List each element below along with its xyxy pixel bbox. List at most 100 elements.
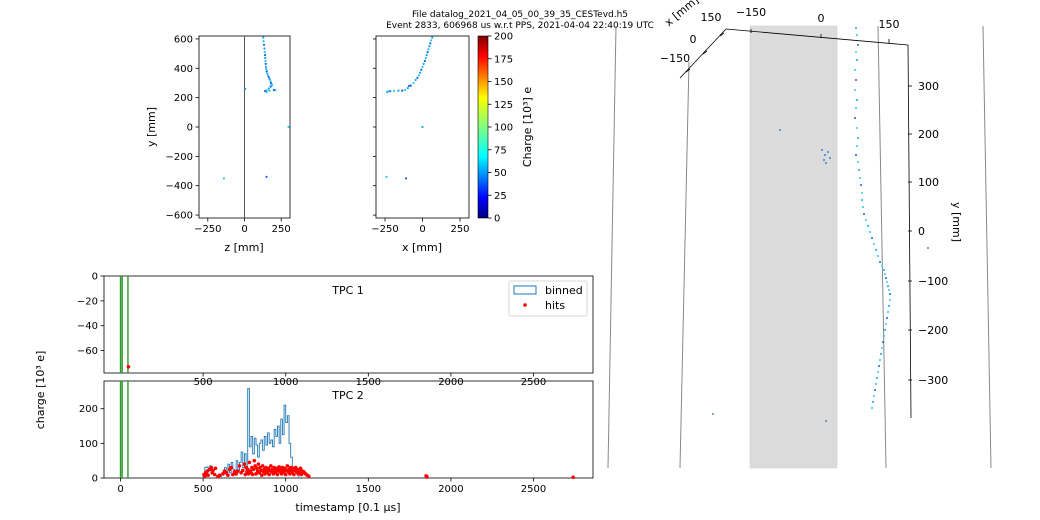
hit-point (422, 62, 425, 65)
hit-marker (260, 464, 265, 468)
hit-marker (209, 465, 214, 470)
hit-point (265, 175, 268, 179)
hit-marker (254, 472, 258, 476)
hit-point (265, 67, 268, 71)
colorbar-tick-label: 200 (494, 32, 513, 43)
3d-track-point (874, 389, 876, 391)
tpc2-xlabel: timestamp [0.1 μs] (295, 501, 400, 514)
y-tick-label: 200 (174, 93, 193, 104)
hit-marker (234, 472, 238, 476)
3d-stray-point (927, 247, 929, 249)
3d-track-point (855, 51, 857, 53)
hit-marker (236, 469, 240, 473)
hit-marker (275, 472, 280, 477)
legend: binned hits (508, 280, 588, 317)
tpc2-title: TPC 2 (331, 389, 364, 402)
hit-point (270, 84, 274, 87)
x-tick-label: 1500 (356, 377, 381, 388)
3d-track-point (886, 281, 888, 283)
y-tick-label: −200 (166, 152, 193, 163)
left-axis-tick-label: 0 (690, 33, 697, 46)
xy-xlabel: x [mm] (402, 241, 442, 254)
hit-point (267, 87, 270, 90)
colorbar-tick-label: 125 (494, 100, 513, 111)
3d-track-point (889, 293, 891, 295)
3d-cluster-point (823, 159, 825, 161)
colorbar-tick-label: 175 (494, 54, 513, 65)
hit-marker (259, 473, 264, 478)
3d-track-point (856, 59, 858, 61)
header-file-line: File datalog_2021_04_05_00_39_35_CESTevd… (412, 10, 628, 20)
y-tick-label: 0 (92, 272, 98, 283)
hit-point (425, 53, 428, 57)
3d-track-point (865, 219, 867, 221)
hit-marker (231, 472, 235, 477)
3d-track-point (873, 243, 875, 245)
colorbar-tick-label: 50 (494, 168, 507, 179)
x-tick-label: 2000 (438, 484, 463, 495)
x-tick-label: 250 (450, 224, 469, 235)
hit-point (262, 36, 265, 39)
3d-track-point (863, 213, 865, 215)
hit-marker (221, 472, 225, 476)
3d-track-point (857, 137, 859, 139)
hit-point (404, 177, 408, 180)
y-tick-label: −60 (77, 346, 98, 357)
hit-point (414, 78, 417, 82)
hit-point (397, 89, 400, 92)
colorbar-label: Charge [10³] e (521, 87, 534, 167)
hit-marker (307, 474, 311, 479)
hit-point (263, 51, 266, 54)
tpc2-axes-frame (103, 380, 594, 479)
3d-stray-point (825, 420, 827, 422)
3d-stray-point (712, 413, 714, 415)
3d-track-point (889, 299, 891, 301)
3d-track-point (871, 237, 873, 239)
hit-marker (267, 472, 272, 477)
header-event-line: Event 2833, 606968 us w.r.t PPS, 2021-04… (386, 21, 654, 31)
3d-track-point (856, 34, 858, 36)
3d-cluster-point (824, 154, 826, 156)
hit-point (420, 68, 423, 71)
y-tick-label: −400 (166, 181, 193, 192)
3d-track-point (857, 44, 859, 46)
3d-track-point (859, 177, 861, 179)
hit-marker (285, 464, 290, 468)
3d-track-point (860, 184, 862, 186)
x-tick-label: 1000 (273, 484, 298, 495)
hit-point (263, 47, 266, 50)
legend-binned-label: binned (545, 284, 583, 297)
3d-track-point (888, 305, 890, 307)
3d-track-point (856, 99, 858, 101)
right-axis-tick-label: 0 (918, 225, 925, 238)
hit-point (426, 51, 429, 54)
hit-point (269, 80, 272, 83)
x-tick-label: 1000 (273, 377, 298, 388)
hit-marker (240, 468, 245, 473)
zy-xlabel: z [mm] (224, 241, 263, 254)
x-tick-label: −250 (194, 224, 221, 235)
hit-point (268, 78, 271, 81)
hit-marker (243, 472, 248, 477)
3d-gray-band (749, 25, 838, 469)
hit-point (222, 177, 226, 180)
3d-top-axis (725, 28, 909, 46)
right-axis-tick-label: 100 (918, 176, 939, 189)
3d-track-point (855, 107, 857, 109)
3d-track-point (887, 285, 889, 287)
3d-track-point (883, 335, 885, 337)
y-tick-label: 0 (187, 123, 193, 134)
3d-track-point (855, 27, 857, 29)
3d-track-point (882, 341, 884, 343)
x-tick-label: 2500 (521, 377, 546, 388)
hit-point (392, 89, 396, 92)
x-tick-label: 2500 (521, 484, 546, 495)
3d-track-point (883, 269, 885, 271)
zy-ylabel: y [mm] (145, 107, 158, 147)
left-axis-tick (702, 50, 708, 55)
3d-track-point (887, 311, 889, 313)
hit-marker (298, 466, 303, 471)
hit-marker (242, 462, 247, 466)
